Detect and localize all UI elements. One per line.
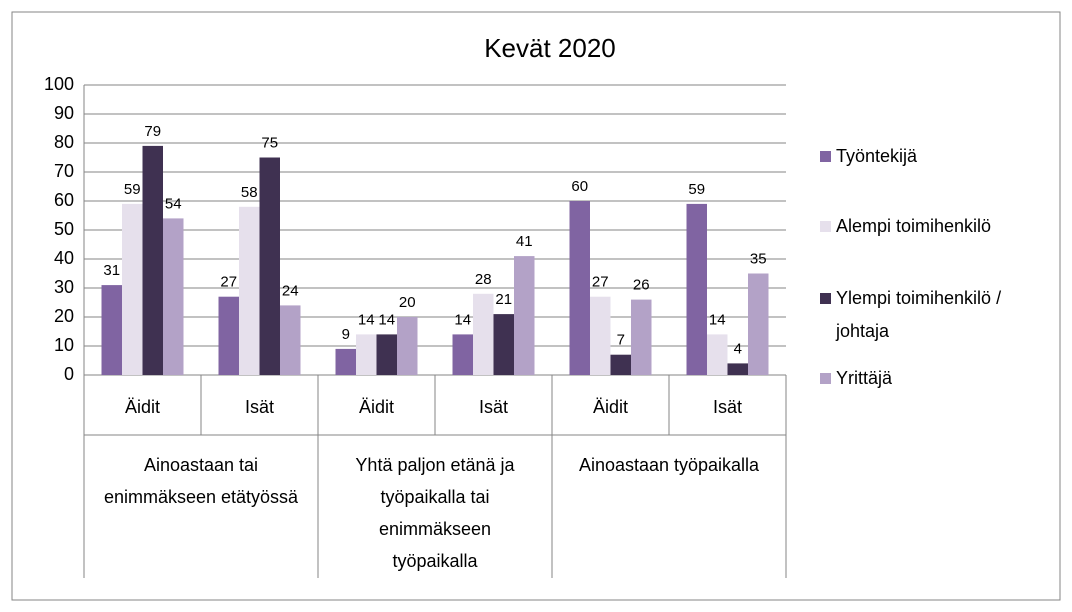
bar — [397, 317, 418, 375]
data-label: 14 — [378, 311, 395, 328]
y-tick-label: 90 — [54, 103, 74, 123]
data-label: 28 — [475, 271, 492, 288]
bar — [514, 256, 535, 375]
bar — [122, 203, 143, 375]
y-tick-label: 60 — [54, 190, 74, 210]
data-label: 21 — [495, 291, 512, 308]
data-label: 60 — [571, 178, 588, 195]
legend-label: Ylempi toimihenkilö / johtaja — [836, 288, 1002, 341]
bar — [356, 334, 377, 375]
legend-item: Yrittäjä — [820, 362, 1060, 395]
legend-item: Työntekijä — [820, 140, 1060, 173]
bar — [376, 334, 397, 375]
y-tick-label: 70 — [54, 161, 74, 181]
y-tick-label: 50 — [54, 219, 74, 239]
data-label: 26 — [633, 277, 650, 294]
data-label: 20 — [399, 294, 416, 311]
data-label: 35 — [750, 250, 767, 267]
bar — [280, 305, 301, 375]
legend-label: Yrittäjä — [836, 368, 893, 388]
bar — [569, 201, 590, 375]
y-tick-label: 100 — [44, 74, 74, 94]
bar — [239, 206, 260, 375]
x-tick-label: Äidit — [359, 397, 394, 417]
bar — [335, 348, 356, 375]
legend-label: Alempi toimihenkilö — [836, 216, 992, 236]
bar — [473, 293, 494, 375]
x-tick-label: Isät — [245, 397, 274, 417]
legend-swatch — [820, 221, 831, 232]
data-label: 59 — [688, 181, 705, 198]
chart-border — [11, 11, 1061, 601]
group-label: Ainoastaan työpaikalla — [578, 455, 760, 475]
data-label: 9 — [342, 326, 350, 343]
bar — [631, 299, 652, 375]
data-label: 14 — [454, 311, 471, 328]
bar — [259, 157, 280, 375]
data-label: 27 — [592, 274, 609, 291]
data-label: 59 — [124, 181, 141, 198]
group-label: Ainoastaan tai enimmäkseen etätyössä — [103, 455, 299, 507]
data-label: 54 — [165, 195, 182, 212]
data-label: 4 — [734, 340, 742, 357]
data-label: 14 — [709, 311, 726, 328]
x-tick-label: Äidit — [125, 397, 160, 417]
legend-item: Alempi toimihenkilö — [820, 210, 1060, 243]
y-tick-label: 80 — [54, 132, 74, 152]
bar — [707, 334, 728, 375]
legend-swatch — [820, 151, 831, 162]
x-tick-label: Isät — [713, 397, 742, 417]
bar — [610, 354, 631, 375]
legend-swatch — [820, 293, 831, 304]
legend-swatch — [820, 373, 831, 384]
data-label: 31 — [103, 262, 120, 279]
data-label: 24 — [282, 282, 299, 299]
legend-item: Ylempi toimihenkilö / johtaja — [820, 282, 1060, 348]
bar — [493, 314, 514, 375]
y-tick-label: 10 — [54, 335, 74, 355]
data-label: 14 — [358, 311, 375, 328]
bar — [452, 334, 473, 375]
data-label: 41 — [516, 233, 533, 250]
data-label: 58 — [241, 184, 258, 201]
bar — [748, 273, 769, 375]
y-tick-label: 0 — [64, 364, 74, 384]
bar — [727, 363, 748, 375]
x-tick-label: Isät — [479, 397, 508, 417]
y-tick-label: 30 — [54, 277, 74, 297]
bar — [142, 145, 163, 375]
bar — [686, 203, 707, 375]
bar — [101, 285, 122, 375]
legend-label: Työntekijä — [836, 146, 918, 166]
bar — [590, 296, 611, 375]
x-tick-label: Äidit — [593, 397, 628, 417]
chart-title: Kevät 2020 — [484, 33, 616, 63]
bar — [163, 218, 184, 375]
group-label: Yhtä paljon etänä ja työpaikalla tai eni… — [355, 455, 515, 571]
data-label: 27 — [220, 274, 237, 291]
y-tick-label: 20 — [54, 306, 74, 326]
data-label: 75 — [261, 134, 278, 151]
data-label: 79 — [144, 123, 161, 140]
bar — [218, 296, 239, 375]
data-label: 7 — [617, 332, 625, 349]
y-tick-label: 40 — [54, 248, 74, 268]
